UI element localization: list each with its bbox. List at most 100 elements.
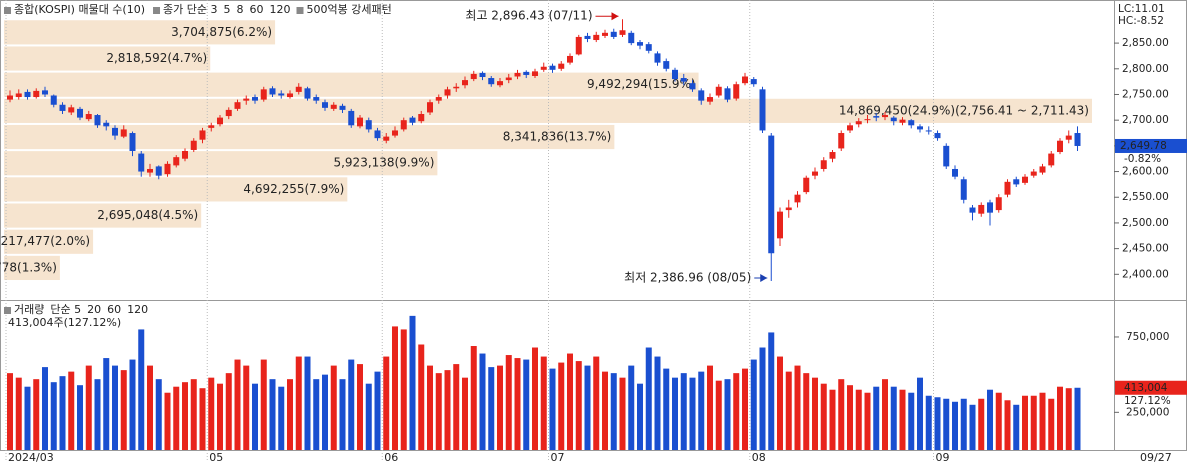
candle-body [987,202,993,213]
volume-bar [42,367,48,450]
volume-bar [672,377,678,450]
volume-bar [847,385,853,450]
candle-body [138,153,145,172]
candle-body [882,115,888,118]
candle-body [50,95,57,105]
volume-bar [418,344,425,450]
volume-ratio-label: 127.12% [1124,395,1171,407]
volume-bar [812,377,818,450]
volume-bar [733,373,740,450]
candle-body [1074,133,1081,146]
volume-bar [479,353,486,450]
y-tick-label: 2,750.00 [1122,88,1169,100]
volume-bar [584,365,591,450]
overlay-legend: 120 [270,3,291,16]
high-annotation: 최고 2,896.43 (07/11) [465,9,592,23]
volume-bar [269,379,276,450]
y-tick-label: 2,500.00 [1122,217,1169,229]
volume-bar [995,392,1002,450]
overlay-legend: 5 [224,3,231,16]
candle-body [234,102,241,109]
candle-body [418,114,425,122]
candle-body [540,66,547,70]
candle-body [435,97,442,101]
candle-body [960,179,967,200]
volume-bar [908,392,915,450]
volume-bar [470,346,477,450]
candle-body [724,88,731,100]
volume-overlay-legend: 단순 5 [50,303,81,316]
volume-bar [838,379,845,450]
candle-body [322,102,328,108]
volume-bar [1013,404,1020,450]
volume-bar [593,356,600,450]
volume-bar [803,373,810,450]
volume-bar [304,356,311,450]
volume-bar [777,356,783,450]
volume-bar [1030,395,1037,450]
candle-body [759,89,766,131]
y-tick-label: 2,800.00 [1122,63,1169,75]
candle-body [707,97,713,102]
volume-bar [173,386,180,450]
candle-body [155,166,162,176]
volume-tag-label: 413,004 [1124,382,1168,394]
volume-bar [663,368,670,450]
volume-overlay-legend: 60 [107,303,121,316]
candle-body [269,88,276,95]
candle-body [190,140,197,150]
candle-body [610,31,617,37]
candle-body [768,135,775,254]
volume-bar [400,329,407,450]
candle-body [777,211,783,239]
volume-profile-band [4,255,60,281]
volume-bar [1065,388,1072,450]
volume-bar [505,355,512,450]
candle-body [794,194,801,203]
candle-body [969,207,976,213]
volume-bar [374,371,381,450]
volume-bar [435,373,442,450]
volume-summary: 413,004주(127.12%) [8,316,121,329]
candle-body [733,84,740,99]
volume-bar [523,359,530,450]
volume-bar [952,401,958,450]
candle-body [497,81,503,86]
candle-body [855,121,862,125]
volume-bar [540,356,547,450]
candle-body [217,117,223,125]
candle-body [672,69,678,80]
volume-bar [724,379,731,450]
candle-body [645,44,652,51]
low-annotation: 최저 2,386.96 (08/05) [624,271,751,285]
x-tick-label: 06 [384,451,398,464]
volume-bar [243,365,250,450]
volume-bar [654,356,661,450]
candle-body [838,133,845,149]
volume-bar [882,379,888,450]
volume-profile-label: 1,217,477(2.0%) [0,234,90,248]
candle-body [1065,135,1072,140]
volume-bar [383,356,390,450]
volume-bar [969,404,976,450]
volume-bar [960,398,967,450]
candle-body [637,42,643,46]
volume-bar [392,326,398,450]
volume-bar [873,386,880,450]
last-date-label: 09/27 [1140,451,1172,464]
volume-bar [707,365,713,450]
lc-label: LC:11.01 [1118,3,1165,15]
candle-body [427,102,433,113]
overlay-legend: 종가 단순 3 [163,3,217,16]
volume-bar [33,379,40,450]
price-tag [1115,138,1187,153]
volume-bar [785,371,792,450]
volume-bar [462,377,468,450]
volume-bar [680,373,687,450]
candle-body [532,71,538,76]
candle-body [225,109,232,117]
candle-body [199,130,206,140]
volume-bar [628,365,635,450]
candle-body [628,32,635,44]
volume-bar [575,361,582,450]
